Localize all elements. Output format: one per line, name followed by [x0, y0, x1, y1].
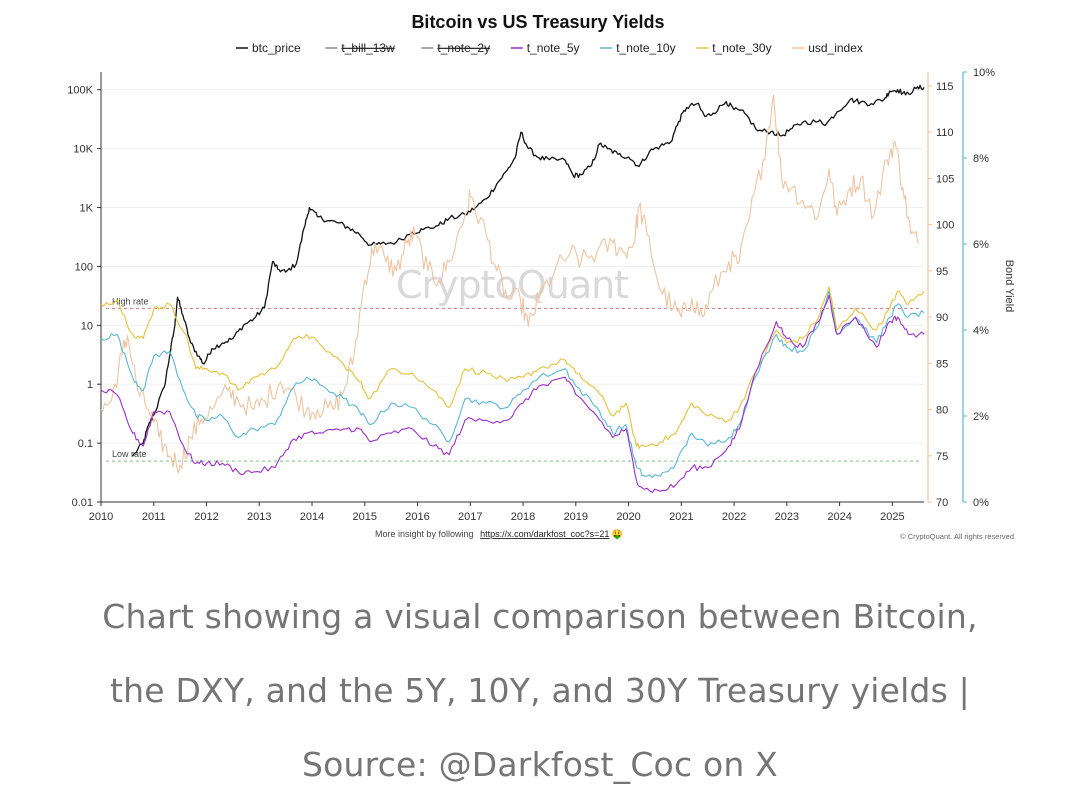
legend-item-t_note_5y[interactable]: t_note_5y	[510, 41, 580, 55]
x-tick-label: 2017	[458, 511, 482, 523]
x-tick-label: 2016	[405, 511, 429, 523]
caption-line-3: Source: @Darkfost_Coc on X	[302, 745, 778, 784]
y-left-tick-label: 10	[81, 320, 93, 332]
y-mid-tick-label: 115	[936, 81, 954, 93]
y-right-tick-label: 6%	[973, 239, 989, 251]
y-left-tick-label: 100K	[67, 85, 93, 97]
y-right-tick-label: 10%	[973, 67, 995, 79]
y-left-tick-label: 10K	[73, 144, 93, 156]
series-line-t_note_5y	[100, 295, 925, 493]
x-tick-label: 2021	[669, 511, 693, 523]
x-tick-label: 2011	[142, 511, 166, 523]
y-mid-tick-label: 85	[936, 358, 948, 370]
legend-item-t_bill_13w[interactable]: t_bill_13w	[325, 41, 395, 55]
y-right-tick-label: 4%	[973, 325, 989, 337]
x-tick-label: 2013	[247, 511, 271, 523]
y-mid-tick-label: 90	[936, 312, 948, 324]
reference-line-label: High rate	[112, 297, 149, 307]
caption-line-2: the DXY, and the 5Y, 10Y, and 30Y Treasu…	[110, 671, 970, 710]
x-tick-label: 2018	[511, 511, 535, 523]
chart-title: Bitcoin vs US Treasury Yields	[411, 12, 664, 32]
watermark: CryptoQuant	[396, 263, 628, 307]
y-left-tick-label: 100	[75, 261, 93, 273]
legend-item-t_note_2y[interactable]: t_note_2y	[421, 41, 490, 55]
legend-label-usd_index: usd_index	[808, 41, 863, 55]
x-tick-label: 2024	[827, 511, 851, 523]
x-tick-label: 2014	[300, 511, 324, 523]
y-mid-tick-label: 75	[936, 451, 948, 463]
chart-container: Bitcoin vs US Treasury Yields btc_price t…	[67, 12, 1015, 541]
series-line-btc_price	[132, 84, 925, 457]
figure-caption: Chart showing a visual comparison betwee…	[40, 580, 1040, 802]
reference-line-label: Low rate	[112, 449, 147, 459]
y-mid-tick-label: 110	[936, 127, 954, 139]
x-tick-label: 2015	[353, 511, 377, 523]
reference-lines: High rate Low rate	[106, 297, 920, 462]
series-line-t_note_10y	[100, 290, 925, 478]
chart-svg: Bitcoin vs US Treasury Yields btc_price t…	[67, 12, 1015, 541]
series-line-t_note_30y	[100, 286, 925, 450]
x-tick-label: 2023	[775, 511, 799, 523]
x-tick-label: 2012	[194, 511, 218, 523]
y-left-tick-label: 1K	[80, 203, 94, 215]
series-line-usd_index	[100, 94, 920, 474]
y-mid-tick-label: 100	[936, 220, 954, 232]
y-left-tick-label: 1	[87, 379, 93, 391]
y-right-tick-label: 8%	[973, 153, 989, 165]
x-tick-label: 2019	[564, 511, 588, 523]
footer-prefix: More insight by following	[375, 529, 474, 539]
legend-label-t_note_5y: t_note_5y	[527, 41, 580, 55]
y-left-tick-label: 0.01	[72, 497, 93, 509]
legend-item-t_note_10y[interactable]: t_note_10y	[600, 41, 676, 55]
y-mid-tick-label: 95	[936, 266, 948, 278]
y-right-tick-label: 2%	[973, 411, 989, 423]
y-mid-tick-label: 80	[936, 405, 948, 417]
y-left-tick-label: 0.1	[78, 438, 93, 450]
copyright: © CryptoQuant. All rights reserved	[900, 532, 1014, 541]
axes: 0.010.11101001K10K100K707580859095100105…	[67, 67, 995, 523]
x-tick-label: 2010	[89, 511, 113, 523]
legend-item-usd_index[interactable]: usd_index	[792, 41, 863, 55]
footer-link[interactable]: https://x.com/darkfost_coc?s=21	[480, 529, 609, 539]
legend-label-t_note_30y: t_note_30y	[712, 41, 771, 55]
legend-label-t_note_2y: t_note_2y	[437, 41, 490, 55]
y-right-axis-label: Bond Yield	[1003, 260, 1015, 313]
y-mid-tick-label: 70	[936, 497, 948, 509]
y-mid-tick-label: 105	[936, 173, 954, 185]
x-tick-label: 2022	[722, 511, 746, 523]
footer-emoji: 🤑	[612, 529, 623, 540]
plot-area	[100, 84, 925, 493]
y-right-tick-label: 0%	[973, 497, 989, 509]
legend-label-t_note_10y: t_note_10y	[616, 41, 675, 55]
x-tick-label: 2025	[880, 511, 904, 523]
caption-line-1: Chart showing a visual comparison betwee…	[102, 597, 978, 636]
legend[interactable]: btc_price t_bill_13w t_note_2y t_note_5y t_n…	[236, 41, 863, 55]
footer-text: More insight by following https://x.com/…	[375, 529, 623, 540]
legend-label-btc_price: btc_price	[252, 41, 301, 55]
x-tick-label: 2020	[616, 511, 640, 523]
legend-label-t_bill_13w: t_bill_13w	[341, 41, 395, 55]
legend-item-btc_price[interactable]: btc_price	[236, 41, 301, 55]
legend-item-t_note_30y[interactable]: t_note_30y	[696, 41, 772, 55]
grid	[101, 89, 924, 503]
